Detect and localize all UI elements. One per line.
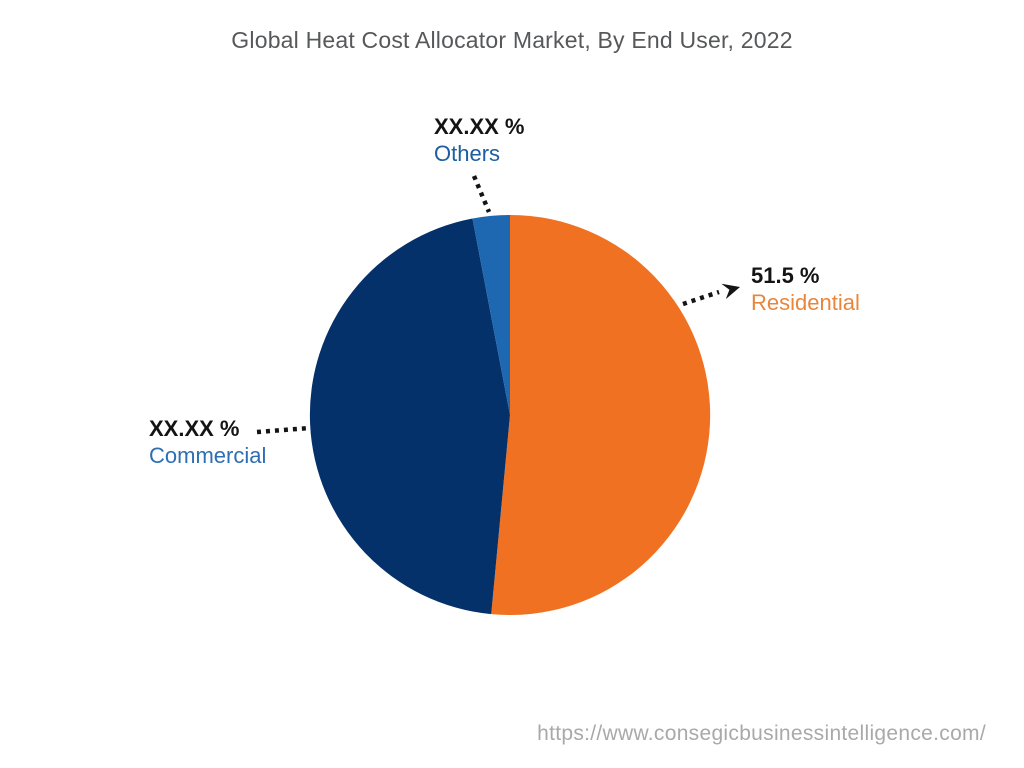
callout-commercial: XX.XX % Commercial bbox=[149, 415, 266, 469]
others-value: XX.XX % bbox=[434, 114, 525, 139]
callout-residential: 51.5 % Residential bbox=[751, 262, 860, 316]
commercial-value: XX.XX % bbox=[149, 416, 240, 441]
leader-line-residential bbox=[682, 289, 720, 307]
commercial-label: Commercial bbox=[149, 443, 267, 468]
callout-others: XX.XX % Others bbox=[434, 113, 524, 167]
arrowhead-icon bbox=[721, 283, 740, 300]
others-label: Others bbox=[434, 141, 501, 166]
chart-title: Global Heat Cost Allocator Market, By En… bbox=[231, 27, 793, 53]
pie-slices bbox=[309, 214, 711, 615]
source-url: https://www.consegicbusinessintelligence… bbox=[537, 722, 986, 745]
leader-line-others bbox=[471, 175, 492, 213]
pie-slice-commercial bbox=[309, 218, 510, 615]
pie-slice-others bbox=[472, 214, 510, 415]
pie-slice-residential bbox=[491, 214, 711, 615]
residential-label: Residential bbox=[751, 290, 860, 315]
residential-value: 51.5 % bbox=[751, 263, 820, 288]
